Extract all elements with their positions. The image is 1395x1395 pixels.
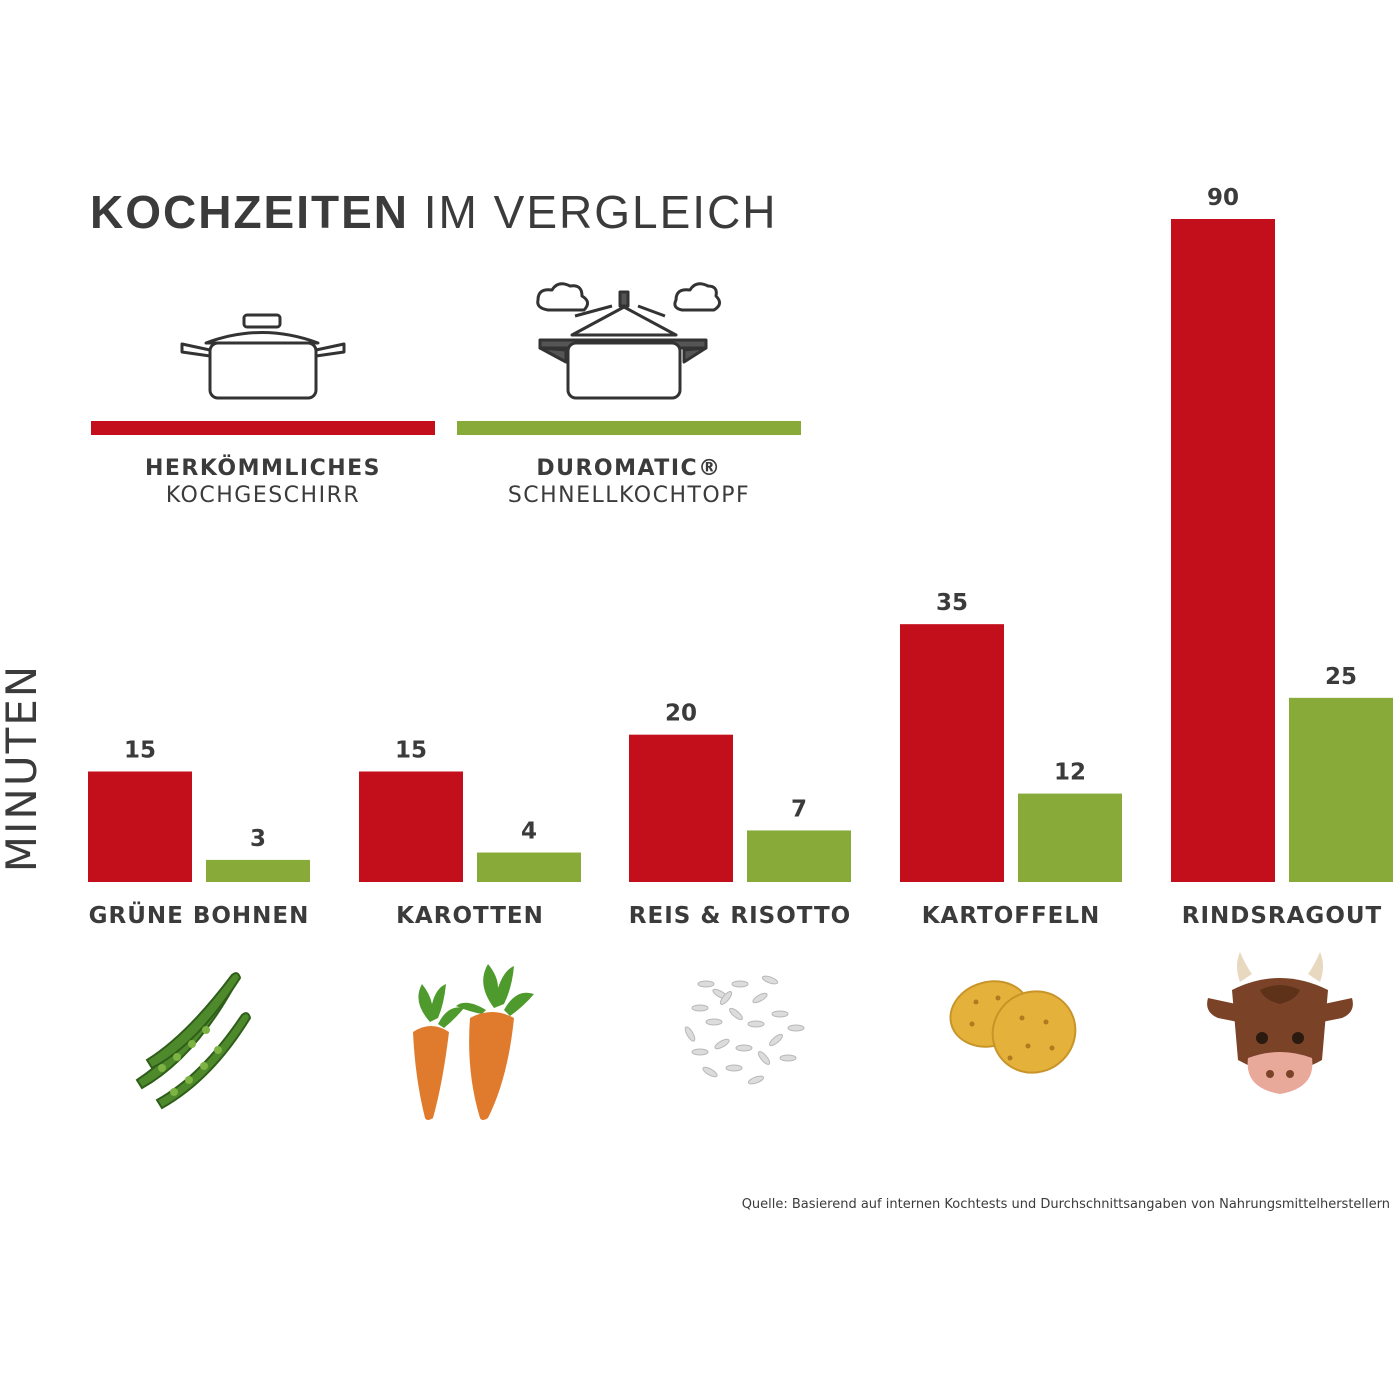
value-label: 3 [250,826,266,852]
rice-icon [684,975,805,1085]
legend-label-traditional-line2: KOCHGESCHIRR [166,483,360,508]
value-label: 20 [665,701,697,727]
legend-label-duromatic-line1: DUROMATIC® [536,456,721,481]
bars-layer [88,219,1393,882]
bar-duromatic-1 [477,852,581,882]
category-label: REIS & RISOTTO [629,903,851,929]
chart-title-rest: IM VERGLEICH [409,186,778,238]
value-label: 35 [936,590,968,616]
cow-icon [1207,952,1353,1094]
value-label: 12 [1054,760,1086,786]
bar-traditional-3 [900,624,1004,882]
category-label: RINDSRAGOUT [1182,903,1382,929]
green-beans-icon [135,972,252,1110]
bar-traditional-4 [1171,219,1275,882]
value-label: 15 [395,738,427,764]
value-label: 25 [1325,664,1357,690]
cooking-pot-icon [180,313,346,400]
legend-label-duromatic-line2: SCHNELLKOCHTOPF [508,483,750,508]
value-label: 90 [1207,185,1239,211]
carrots-icon [413,964,534,1120]
chart-title: KOCHZEITEN IM VERGLEICH [90,186,778,238]
bar-duromatic-0 [206,859,310,882]
value-label: 7 [791,796,807,822]
legend-swatch-traditional [91,421,435,435]
value-label: 15 [124,738,156,764]
value-label: 4 [521,819,537,845]
pressure-cooker-icon [536,282,721,400]
category-label: GRÜNE BOHNEN [89,901,310,929]
potatoes-icon [949,980,1077,1074]
labels-layer: 15 3 GRÜNE BOHNEN 15 4 KAROTTEN 20 7 REIS & RISO… [89,185,1382,929]
bar-duromatic-3 [1018,793,1122,882]
bar-duromatic-2 [747,830,851,882]
bar-traditional-2 [629,734,733,882]
y-axis-label: MINUTEN [0,664,46,872]
source-note: Quelle: Basierend auf internen Kochtests… [742,1197,1390,1212]
category-label: KAROTTEN [396,903,544,929]
carrot-left [413,1026,449,1120]
carrot-right [469,1012,514,1120]
legend-swatch-duromatic [457,421,801,435]
category-label: KARTOFFELN [922,903,1101,929]
bar-traditional-0 [88,771,192,882]
chart-title-bold: KOCHZEITEN [90,186,409,238]
bar-duromatic-4 [1289,697,1393,882]
legend-label-traditional-line1: HERKÖMMLICHES [145,455,381,481]
bar-traditional-1 [359,771,463,882]
